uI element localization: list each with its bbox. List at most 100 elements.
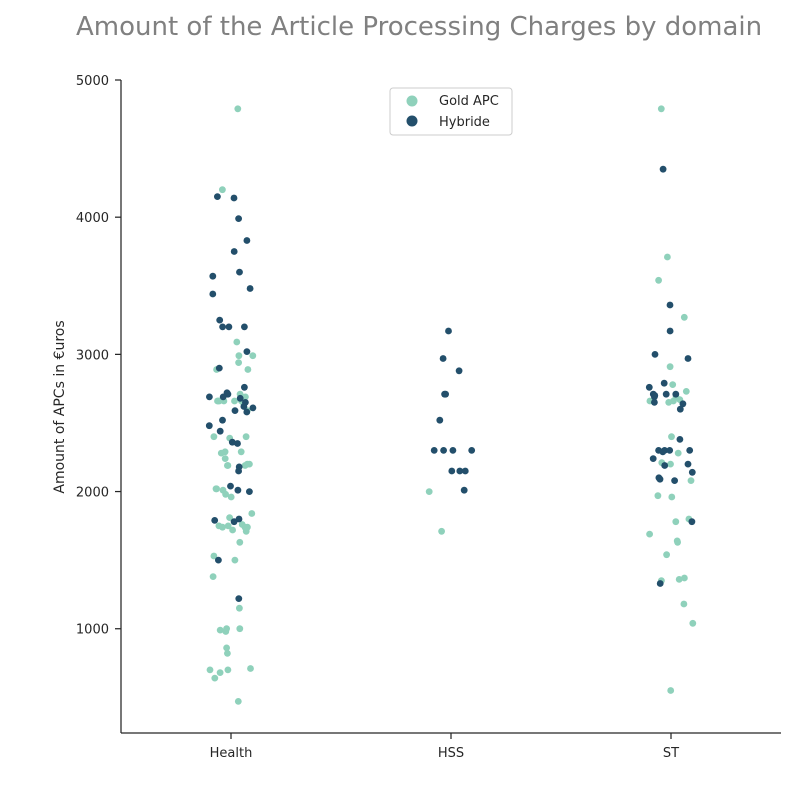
data-point-gold-apc bbox=[241, 462, 249, 469]
data-point-gold-apc bbox=[242, 527, 250, 535]
data-point-gold-apc bbox=[687, 477, 695, 484]
data-point-gold-apc bbox=[438, 527, 445, 535]
data-point-hybride bbox=[228, 438, 236, 446]
data-point-gold-apc bbox=[224, 522, 232, 530]
legend: Gold APC Hybride bbox=[389, 87, 513, 136]
data-point-gold-apc bbox=[234, 698, 242, 705]
data-point-gold-apc bbox=[667, 687, 675, 694]
data-point-gold-apc bbox=[223, 644, 231, 652]
data-point-gold-apc bbox=[674, 538, 681, 546]
data-point-hybride bbox=[662, 390, 670, 398]
data-point-gold-apc bbox=[210, 433, 218, 441]
data-point-gold-apc bbox=[211, 674, 219, 682]
data-point-gold-apc bbox=[681, 574, 688, 582]
data-point-hybride bbox=[659, 165, 667, 173]
data-point-hybride bbox=[660, 379, 668, 387]
data-point-gold-apc bbox=[235, 359, 243, 366]
data-point-gold-apc bbox=[667, 460, 674, 468]
data-point-gold-apc bbox=[217, 449, 225, 457]
data-point-gold-apc bbox=[216, 626, 224, 634]
data-point-hybride bbox=[672, 390, 680, 398]
data-point-gold-apc bbox=[425, 488, 433, 495]
data-point-gold-apc bbox=[247, 665, 254, 672]
data-point-hybride bbox=[448, 467, 456, 475]
data-point-hybride bbox=[455, 367, 463, 375]
data-point-hybride bbox=[666, 327, 674, 335]
data-point-hybride bbox=[442, 390, 449, 398]
data-point-hybride bbox=[661, 462, 669, 469]
data-point-hybride bbox=[688, 468, 696, 476]
data-point-gold-apc bbox=[668, 493, 676, 501]
data-point-hybride bbox=[241, 383, 248, 391]
y-tick-label: 3000 bbox=[76, 348, 109, 363]
data-point-hybride bbox=[209, 290, 217, 298]
data-point-gold-apc bbox=[657, 105, 665, 113]
data-point-hybride bbox=[241, 323, 248, 331]
data-point-hybride bbox=[456, 467, 464, 475]
legend-frame bbox=[389, 87, 513, 136]
data-point-gold-apc bbox=[206, 666, 214, 674]
data-point-hybride bbox=[688, 518, 696, 526]
y-tick-label: 4000 bbox=[76, 211, 109, 226]
data-point-gold-apc bbox=[216, 669, 224, 676]
data-point-hybride bbox=[211, 517, 219, 524]
y-ticks: 1000 2000 3000 4000 5000 bbox=[76, 74, 121, 638]
data-point-hybride bbox=[430, 447, 438, 454]
data-point-hybride bbox=[243, 408, 251, 416]
chart-title: Amount of the Article Processing Charges… bbox=[76, 12, 762, 42]
data-point-gold-apc bbox=[214, 397, 222, 405]
data-point-gold-apc bbox=[680, 600, 688, 608]
data-point-gold-apc bbox=[226, 514, 234, 521]
data-point-hybride bbox=[219, 416, 226, 424]
data-point-hybride bbox=[676, 436, 684, 443]
data-point-gold-apc bbox=[231, 556, 239, 564]
data-point-gold-apc bbox=[680, 313, 688, 321]
data-point-hybride bbox=[246, 285, 254, 292]
data-point-gold-apc bbox=[672, 518, 680, 526]
data-point-hybride bbox=[651, 393, 658, 401]
legend-marker-gold-apc bbox=[406, 95, 418, 107]
data-point-hybride bbox=[246, 488, 253, 495]
data-point-hybride bbox=[684, 355, 692, 362]
y-tick-label: 1000 bbox=[76, 623, 109, 638]
data-point-hybride bbox=[461, 467, 469, 475]
data-point-hybride bbox=[468, 447, 476, 454]
data-point-hybride bbox=[439, 355, 447, 362]
data-point-hybride bbox=[230, 194, 238, 202]
data-point-hybride bbox=[214, 193, 221, 201]
data-point-hybride bbox=[666, 447, 674, 454]
data-point-hybride bbox=[230, 518, 238, 526]
data-point-hybride bbox=[225, 323, 233, 331]
data-point-gold-apc bbox=[236, 604, 243, 612]
data-point-hybride bbox=[666, 301, 674, 309]
data-point-hybride bbox=[236, 394, 244, 402]
data-point-hybride bbox=[234, 486, 242, 494]
data-point-hybride bbox=[686, 447, 694, 454]
data-point-gold-apc bbox=[666, 363, 674, 371]
data-point-hybride bbox=[676, 405, 684, 413]
data-point-gold-apc bbox=[234, 105, 242, 113]
data-point-hybride bbox=[460, 486, 468, 494]
data-point-gold-apc bbox=[224, 650, 231, 657]
data-point-gold-apc bbox=[655, 276, 662, 284]
data-point-gold-apc bbox=[237, 448, 245, 456]
data-point-gold-apc bbox=[663, 551, 670, 559]
legend-label-hybride: Hybride bbox=[439, 115, 490, 130]
data-point-gold-apc bbox=[665, 399, 673, 406]
points-layer bbox=[205, 105, 697, 705]
data-point-gold-apc bbox=[236, 625, 244, 633]
data-point-hybride bbox=[449, 447, 457, 454]
data-point-gold-apc bbox=[224, 462, 232, 469]
data-point-hybride bbox=[219, 323, 227, 331]
legend-label-gold-apc: Gold APC bbox=[439, 94, 499, 109]
data-point-hybride bbox=[656, 475, 664, 483]
data-point-gold-apc bbox=[235, 352, 243, 360]
data-point-gold-apc bbox=[224, 666, 232, 674]
data-point-hybride bbox=[235, 215, 243, 223]
data-point-gold-apc bbox=[222, 628, 230, 635]
legend-marker-hybride bbox=[406, 115, 418, 127]
data-point-hybride bbox=[684, 460, 692, 468]
data-point-hybride bbox=[445, 327, 452, 335]
data-point-hybride bbox=[216, 316, 224, 324]
data-point-gold-apc bbox=[668, 433, 675, 441]
